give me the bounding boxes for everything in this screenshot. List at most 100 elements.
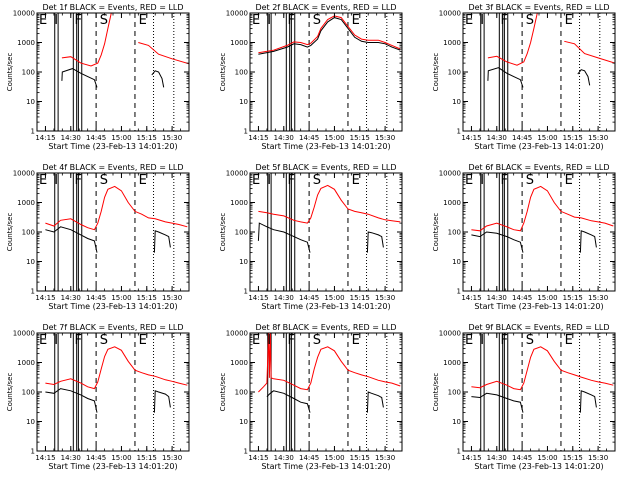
y-tick-label: 10000	[439, 330, 461, 338]
phase-marker-label: S	[313, 13, 321, 28]
plot-frame	[462, 12, 616, 132]
x-tick-label: 14:30	[61, 134, 81, 142]
y-tick-label: 1000	[17, 199, 35, 207]
y-tick-label: 10000	[13, 330, 35, 338]
y-tick-label: 100	[448, 229, 461, 237]
events-series-line	[61, 68, 98, 88]
panel-2: Det 2f BLACK = Events, RED = LLD 1 10 100 10…	[219, 3, 403, 151]
x-tick-label: 14:45	[512, 454, 532, 462]
phase-marker-label: E	[252, 333, 260, 348]
y-tick-label: 100	[235, 69, 248, 77]
x-tick-label: 15:15	[350, 454, 370, 462]
y-tick-label: 1000	[443, 199, 461, 207]
x-tick-label: 14:15	[248, 454, 268, 462]
lld-series-line	[258, 15, 401, 54]
x-tick-label: 15:15	[137, 134, 157, 142]
panel-5: Det 5f BLACK = Events, RED = LLD 1 10 100 10…	[219, 163, 403, 311]
x-tick-label: 15:15	[137, 294, 157, 302]
events-series-line	[153, 390, 171, 413]
phase-marker-label: E	[565, 333, 573, 348]
panel-title: Det 5f BLACK = Events, RED = LLD	[255, 163, 396, 172]
phase-marker-label: F	[74, 13, 81, 28]
y-tick-label: 1	[31, 288, 35, 296]
phase-marker-label: E	[252, 13, 260, 28]
x-tick-label: 15:15	[350, 134, 370, 142]
x-tick-label: 15:15	[137, 454, 157, 462]
x-axis-label: Start Time (23-Feb-13 14:01:20)	[261, 462, 390, 471]
y-axis-label: Counts/sec	[6, 373, 14, 412]
x-axis-label: Start Time (23-Feb-13 14:01:20)	[48, 302, 177, 311]
phase-marker-label: S	[100, 333, 108, 348]
y-axis-label: Counts/sec	[219, 213, 227, 252]
x-tick-label: 15:15	[563, 294, 583, 302]
events-series-line	[471, 392, 524, 413]
y-tick-label: 10000	[226, 10, 248, 18]
panel-1: Det 1f BLACK = Events, RED = LLD 1 10 100 10…	[6, 3, 190, 151]
x-tick-label: 14:45	[512, 134, 532, 142]
lld-series-line	[564, 40, 615, 64]
lld-series-line	[61, 13, 112, 67]
phase-marker-label: F	[74, 333, 81, 348]
y-tick-label: 1	[244, 128, 248, 136]
x-tick-label: 15:15	[563, 454, 583, 462]
panel-title: Det 4f BLACK = Events, RED = LLD	[42, 163, 183, 172]
x-tick-label: 14:30	[487, 294, 507, 302]
phase-marker-label: I	[267, 333, 271, 348]
lld-series-line	[138, 42, 189, 65]
phase-marker-label: I	[267, 173, 271, 188]
x-axis-label: Start Time (23-Feb-13 14:01:20)	[261, 302, 390, 311]
lld-series-line	[45, 185, 188, 231]
y-tick-label: 1	[244, 288, 248, 296]
lld-series-line	[258, 333, 401, 393]
x-axis-label: Start Time (23-Feb-13 14:01:20)	[48, 462, 177, 471]
x-tick-label: 15:00	[537, 134, 557, 142]
y-tick-label: 10000	[226, 170, 248, 178]
panel-8: Det 8f BLACK = Events, RED = LLD 1 10 100 10…	[219, 323, 403, 471]
y-tick-label: 1000	[17, 39, 35, 47]
x-tick-label: 15:30	[588, 454, 608, 462]
phase-marker-label: E	[39, 13, 47, 28]
plot-frame	[36, 172, 190, 292]
y-tick-label: 10	[452, 418, 461, 426]
events-series-line	[45, 388, 98, 413]
y-tick-label: 1000	[17, 359, 35, 367]
phase-marker-label: S	[526, 13, 534, 28]
y-tick-label: 1	[31, 128, 35, 136]
y-tick-label: 1	[457, 128, 461, 136]
panel-7: Det 7f BLACK = Events, RED = LLD 1 10 100 10…	[6, 323, 190, 471]
panel-title: Det 1f BLACK = Events, RED = LLD	[42, 3, 183, 12]
x-tick-label: 15:00	[111, 294, 131, 302]
y-tick-label: 10	[26, 258, 35, 266]
panel-9: Det 9f BLACK = Events, RED = LLD 1 10 100 10…	[432, 323, 616, 471]
y-tick-label: 100	[22, 389, 35, 397]
panel-title: Det 3f BLACK = Events, RED = LLD	[468, 3, 609, 12]
x-tick-label: 15:30	[375, 134, 395, 142]
phase-marker-label: E	[565, 173, 573, 188]
x-tick-label: 14:45	[86, 134, 106, 142]
phase-marker-label: S	[313, 173, 321, 188]
y-tick-label: 1	[457, 448, 461, 456]
x-tick-label: 14:45	[299, 134, 319, 142]
events-series-line	[151, 70, 165, 88]
x-tick-label: 15:00	[537, 294, 557, 302]
panel-6: Det 6f BLACK = Events, RED = LLD 1 10 100 10…	[432, 163, 616, 311]
x-tick-label: 14:45	[86, 454, 106, 462]
x-axis-label: Start Time (23-Feb-13 14:01:20)	[474, 302, 603, 311]
x-tick-label: 15:30	[162, 294, 182, 302]
plot-frame	[249, 12, 403, 132]
y-axis-label: Counts/sec	[219, 373, 227, 412]
x-axis-label: Start Time (23-Feb-13 14:01:20)	[474, 142, 603, 151]
plot-frame	[36, 332, 190, 452]
events-series-line	[45, 226, 98, 253]
phase-marker-label: S	[526, 333, 534, 348]
phase-marker-label: E	[139, 13, 147, 28]
y-tick-label: 1	[31, 448, 35, 456]
panel-title: Det 7f BLACK = Events, RED = LLD	[42, 323, 183, 332]
y-tick-label: 1000	[443, 39, 461, 47]
phase-marker-label: E	[352, 333, 360, 348]
phase-marker-label: S	[526, 173, 534, 188]
y-tick-label: 100	[235, 229, 248, 237]
phase-marker-label: S	[100, 13, 108, 28]
panel-title: Det 9f BLACK = Events, RED = LLD	[468, 323, 609, 332]
